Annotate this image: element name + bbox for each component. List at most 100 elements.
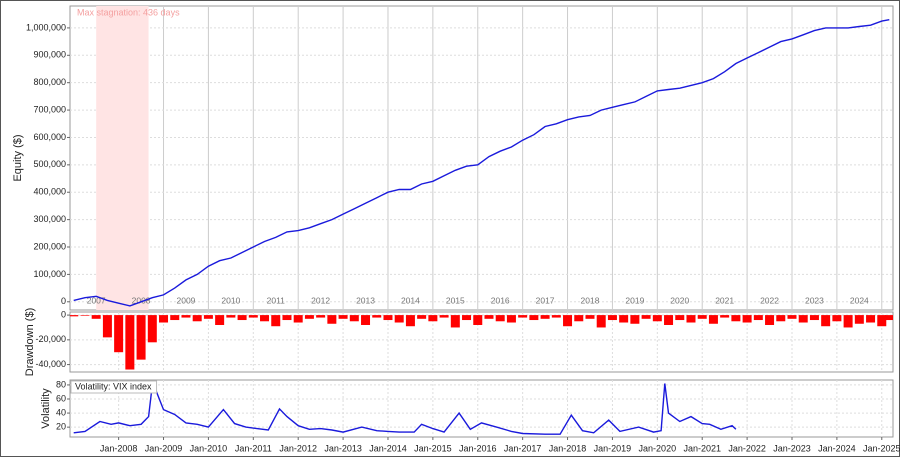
drawdown-bar xyxy=(102,315,112,338)
drawdown-bar xyxy=(742,315,752,323)
x-tick-label: 2011 xyxy=(267,295,286,305)
y-tick-label: 60 xyxy=(56,393,66,403)
drawdown-bar xyxy=(776,315,786,322)
series-line xyxy=(73,382,737,435)
y-tick-label: 900,000 xyxy=(33,50,66,60)
drawdown-bar xyxy=(192,315,202,322)
drawdown-bar xyxy=(630,315,640,324)
drawdown-bar xyxy=(170,315,180,321)
drawdown-bar xyxy=(697,315,707,319)
drawdown-bar xyxy=(237,315,247,321)
drawdown-bar xyxy=(607,315,617,321)
x-tick-label: 2023 xyxy=(805,295,824,305)
drawdown-bar xyxy=(518,315,528,318)
drawdown-bar xyxy=(731,315,741,322)
drawdown-bar xyxy=(574,315,584,322)
x-tick-label: 2016 xyxy=(491,295,510,305)
drawdown-bar xyxy=(686,315,696,323)
x-tick-label: Jan-2013 xyxy=(324,443,362,453)
x-tick-label: 2019 xyxy=(625,295,644,305)
drawdown-bar xyxy=(80,315,90,316)
drawdown-bar xyxy=(181,315,191,318)
drawdown-bar xyxy=(260,315,270,322)
plot-area xyxy=(69,5,894,311)
drawdown-bar xyxy=(226,315,236,318)
x-tick-label: Jan-2023 xyxy=(773,443,811,453)
drawdown-bar xyxy=(866,315,876,323)
y-tick-label: 0 xyxy=(61,309,66,319)
drawdown-bar xyxy=(664,315,674,325)
drawdown-bar xyxy=(506,315,516,323)
drawdown-bar xyxy=(327,315,337,324)
drawdown-bar xyxy=(563,315,573,327)
x-tick-label: Jan-2020 xyxy=(639,443,677,453)
drawdown-bar xyxy=(619,315,629,323)
y-axis-label: Equity ($) xyxy=(12,134,24,181)
x-tick-label: Jan-2012 xyxy=(279,443,317,453)
drawdown-bar xyxy=(203,315,213,319)
panel-title: Volatility: VIX index xyxy=(75,381,152,391)
drawdown-bar xyxy=(147,315,157,343)
drawdown-bar xyxy=(215,315,225,325)
drawdown-bar xyxy=(495,315,505,322)
drawdown-bar xyxy=(338,315,348,319)
drawdown-bar xyxy=(136,315,146,360)
drawdown-bar xyxy=(114,315,124,353)
drawdown-bar xyxy=(675,315,685,321)
drawdown-bar xyxy=(349,315,359,322)
y-tick-label: 800,000 xyxy=(33,77,66,87)
y-tick-label: 100,000 xyxy=(33,269,66,279)
x-tick-label: 2012 xyxy=(311,295,330,305)
y-tick-label: 500,000 xyxy=(33,159,66,169)
x-tick-label: 2013 xyxy=(356,295,375,305)
drawdown-bar xyxy=(884,315,893,321)
y-tick-label: 80 xyxy=(56,379,66,389)
drawdown-bar xyxy=(282,315,292,321)
y-tick-label: 400,000 xyxy=(33,187,66,197)
x-tick-label: 2021 xyxy=(715,295,734,305)
x-tick-label: 2020 xyxy=(670,295,689,305)
stagnation-span xyxy=(96,6,149,310)
x-tick-label: 2017 xyxy=(536,295,555,305)
y-axis-label: Volatility xyxy=(40,388,52,429)
x-tick-label: Jan-2018 xyxy=(549,443,587,453)
y-tick-label: -40,000 xyxy=(35,359,66,369)
drawdown-bar xyxy=(832,315,842,322)
y-tick-label: -20,000 xyxy=(35,334,66,344)
x-tick-label: Jan-2017 xyxy=(504,443,542,453)
x-tick-label: Jan-2025 xyxy=(863,443,900,453)
drawdown-bar xyxy=(652,315,662,322)
x-tick-label: 2022 xyxy=(760,295,779,305)
drawdown-bar xyxy=(854,315,864,324)
y-tick-label: 600,000 xyxy=(33,132,66,142)
x-tick-label: Jan-2014 xyxy=(369,443,407,453)
plot: Max stagnation: 436 days 2007 2008 2009 2010… xyxy=(70,6,893,310)
x-tick-label: Jan-2015 xyxy=(414,443,452,453)
y-axis-label: Drawdown ($) xyxy=(24,308,36,376)
x-tick-label: 2018 xyxy=(581,295,600,305)
y-tick-label: 40 xyxy=(56,407,66,417)
drawdown-bar xyxy=(271,315,281,327)
plot-area xyxy=(69,379,894,438)
drawdown-bar xyxy=(484,315,494,319)
plot xyxy=(70,312,893,372)
drawdown-bar xyxy=(361,315,371,325)
drawdown-bar xyxy=(708,315,718,324)
x-tick-label: Jan-2009 xyxy=(145,443,183,453)
drawdown-bar xyxy=(125,315,135,370)
drawdown-bar xyxy=(809,315,819,321)
series-line xyxy=(73,19,890,307)
x-tick-label: Jan-2024 xyxy=(818,443,856,453)
y-tick-label: 300,000 xyxy=(33,214,66,224)
y-tick-label: 0 xyxy=(61,296,66,306)
x-tick-label: 2007 xyxy=(87,295,106,305)
drawdown-bar xyxy=(383,315,393,321)
drawdown-bar xyxy=(877,315,887,327)
annotation: Max stagnation: 436 days xyxy=(77,7,180,17)
drawdown-bar xyxy=(439,315,449,318)
panel-title-box xyxy=(70,380,158,394)
x-tick-label: Jan-2010 xyxy=(190,443,228,453)
drawdown-bar xyxy=(91,315,101,319)
drawdown-bar xyxy=(798,315,808,323)
